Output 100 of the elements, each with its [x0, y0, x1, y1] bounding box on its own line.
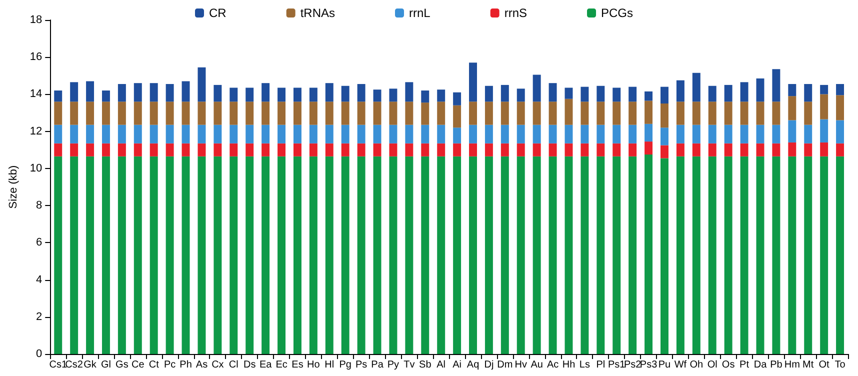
bar	[102, 143, 110, 156]
bar	[389, 124, 398, 144]
bar	[118, 156, 126, 354]
bar	[150, 102, 158, 125]
bar	[612, 88, 621, 102]
y-tick-label: 4	[36, 274, 42, 286]
x-tick-label: To	[834, 360, 846, 370]
bar	[262, 83, 270, 102]
bar	[756, 124, 764, 144]
x-tick-label: Sb	[419, 360, 432, 370]
bar	[214, 102, 222, 125]
bar	[820, 156, 828, 354]
bar	[516, 156, 525, 354]
bar	[548, 102, 557, 125]
bar	[548, 124, 557, 144]
bar	[708, 143, 716, 156]
bar	[788, 120, 796, 142]
bar	[453, 105, 462, 128]
bar	[70, 156, 78, 354]
bar	[182, 102, 190, 125]
bar	[756, 143, 764, 156]
bar	[262, 102, 270, 125]
bar	[836, 95, 844, 120]
bar	[836, 143, 844, 156]
bar	[118, 84, 126, 102]
bar	[644, 124, 653, 142]
x-tick-label: Ot	[818, 360, 830, 370]
x-tick-label: Ps1	[608, 360, 626, 370]
x-tick-label: Ps2	[624, 360, 642, 370]
bar	[532, 102, 541, 125]
bar	[134, 143, 142, 156]
bar	[564, 124, 573, 144]
x-tick-label: Hl	[324, 360, 334, 370]
y-tick-label: 12	[30, 125, 42, 138]
bar	[278, 156, 286, 354]
bar	[708, 86, 716, 102]
bar	[405, 143, 414, 156]
bar	[166, 143, 174, 156]
bar	[54, 124, 62, 144]
bar	[596, 156, 605, 354]
bar	[214, 84, 222, 102]
y-tick-label: 8	[36, 200, 42, 212]
x-tick-label: Cs2	[65, 360, 84, 370]
bar	[102, 102, 110, 125]
bar	[788, 84, 796, 96]
bar	[70, 82, 78, 102]
bar	[389, 156, 398, 354]
x-tick-label: Cl	[228, 360, 238, 370]
bar	[325, 143, 334, 156]
bar	[724, 156, 732, 354]
x-tick-label: Cx	[212, 360, 224, 370]
bar	[230, 102, 238, 125]
bar	[102, 124, 110, 144]
bar	[772, 156, 780, 354]
y-tick-label: 6	[36, 236, 42, 249]
bar	[596, 143, 605, 156]
bar	[548, 83, 557, 102]
bar	[230, 156, 238, 354]
x-tick-label: Oh	[690, 360, 704, 370]
bar	[740, 102, 748, 125]
bar	[548, 156, 557, 354]
bar	[580, 124, 589, 144]
bar	[580, 156, 589, 354]
bar	[740, 124, 748, 144]
bar	[166, 84, 174, 102]
bar	[373, 143, 382, 156]
legend-label: rrnS	[504, 6, 528, 20]
bar	[262, 124, 270, 144]
bar	[708, 156, 716, 354]
bar	[230, 124, 238, 144]
bar	[740, 156, 748, 354]
x-tick-label: Cs1	[49, 360, 68, 370]
bar	[405, 82, 414, 102]
bar	[469, 124, 477, 144]
bar	[564, 88, 573, 99]
x-tick-label: Da	[754, 360, 768, 370]
bar	[596, 86, 605, 102]
bar	[134, 156, 142, 354]
bar	[676, 80, 684, 102]
bar	[500, 84, 509, 102]
bar	[836, 156, 844, 354]
x-tick-label: Pg	[339, 360, 352, 370]
bar	[453, 128, 462, 144]
bar	[405, 102, 414, 125]
bar	[373, 102, 382, 125]
bar	[660, 128, 668, 146]
bar	[516, 88, 525, 102]
bar	[580, 102, 589, 125]
bar	[293, 124, 302, 144]
bar	[724, 84, 732, 102]
bar	[532, 124, 541, 144]
bar	[453, 143, 462, 156]
bar	[500, 124, 509, 144]
bar	[532, 74, 541, 102]
x-tick-label: Ct	[148, 360, 160, 370]
bar	[836, 84, 844, 96]
bar	[421, 102, 430, 125]
bar	[86, 81, 94, 102]
bar	[564, 156, 573, 354]
bar	[484, 143, 493, 156]
